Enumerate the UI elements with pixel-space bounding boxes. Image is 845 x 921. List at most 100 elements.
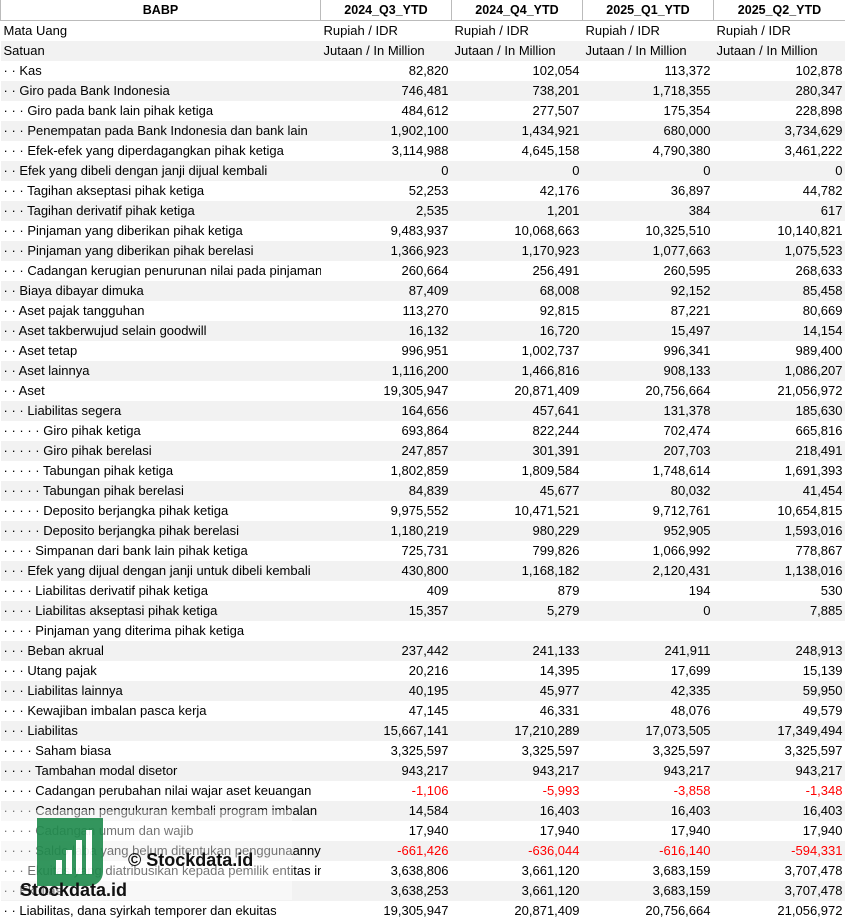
row-label: · · · Tagihan akseptasi pihak ketiga: [3, 183, 205, 198]
value-cell: 248,913: [713, 641, 845, 661]
value-cell: 19,305,947: [383, 903, 449, 918]
value-cell: 260,595: [663, 263, 711, 278]
table-row: · · Biaya dibayar dimuka 87,409 68,008 92,1…: [0, 281, 845, 301]
value-cell: 3,325,597: [652, 743, 711, 758]
value-cell: 3,638,806: [390, 863, 449, 878]
value-cell: 1,691,393: [784, 463, 843, 478]
value-cell: 247,857: [320, 441, 452, 461]
value-cell: 268,633: [795, 263, 843, 278]
value-cell: 617: [713, 201, 845, 221]
value-cell: 21,056,972: [777, 903, 843, 918]
value-cell: 9,712,761: [652, 503, 711, 518]
value-cell: Jutaan / In Million: [451, 41, 583, 61]
value-cell: 665,816: [795, 423, 843, 438]
row-label: · · · · Pinjaman yang diterima pihak ket…: [3, 623, 245, 638]
table-row: Mata Uang Rupiah / IDR Rupiah / IDR Rupiah …: [1, 21, 845, 42]
value-cell: 15,497: [582, 321, 714, 341]
value-cell: Rupiah / IDR: [454, 23, 529, 38]
value-cell: 241,911: [582, 641, 714, 661]
logo-bar: [76, 840, 82, 874]
value-cell: 5,279: [451, 601, 583, 621]
table-row: Satuan Jutaan / In Million Jutaan / In Mil…: [0, 41, 845, 61]
table-row: · · · · · Giro pihak ketiga 693,864 822,24…: [1, 421, 845, 441]
value-cell: 1,077,663: [582, 241, 714, 261]
value-cell: 778,867: [795, 543, 843, 558]
value-cell: 15,667,141: [320, 721, 452, 741]
value-cell: 702,474: [663, 423, 711, 438]
value-cell: 10,654,815: [777, 503, 843, 518]
value-cell: 47,145: [408, 703, 449, 718]
value-cell: 10,068,663: [514, 223, 580, 238]
value-cell: 16,403: [713, 801, 845, 821]
row-label: · · · Tagihan derivatif pihak ketiga: [0, 201, 321, 221]
value-cell: 996,341: [663, 343, 711, 358]
value-cell: 48,076: [670, 703, 711, 718]
value-cell: 952,905: [582, 521, 714, 541]
column-header: 2024_Q3_YTD: [320, 0, 452, 21]
value-cell: -5,993: [542, 783, 580, 798]
value-cell: 102,878: [795, 63, 843, 78]
value-cell: 14,154: [713, 321, 845, 341]
table-row: · · · Pinjaman yang diberikan pihak keti…: [1, 221, 845, 241]
value-cell: 4,790,380: [652, 143, 711, 158]
value-cell: 82,820: [408, 63, 449, 78]
value-cell: -1,106: [411, 783, 449, 798]
value-cell: 17,073,505: [582, 721, 714, 741]
row-label: · · Aset tetap: [3, 343, 78, 358]
row-label: · · · Liabilitas: [0, 721, 321, 741]
value-cell: 3,325,597: [521, 743, 580, 758]
table-row: · · · Beban akrual 237,442 241,133 241,911 2…: [0, 641, 845, 661]
value-cell: 228,898: [795, 103, 843, 118]
value-cell: 0: [582, 601, 714, 621]
value-cell: 3,661,120: [521, 863, 580, 878]
value-cell: Rupiah / IDR: [716, 23, 791, 38]
row-label: · · · · · Tabungan pihak berelasi: [0, 481, 321, 501]
value-cell: -636,044: [451, 841, 583, 861]
value-cell: 693,864: [401, 423, 449, 438]
value-cell: 68,008: [451, 281, 583, 301]
value-cell: 0: [713, 161, 845, 181]
value-cell: 20,871,409: [514, 383, 580, 398]
value-cell: 87,409: [320, 281, 452, 301]
table-row: · · · · Liabilitas akseptasi pihak ketig…: [0, 601, 845, 621]
column-header: 2024_Q4_YTD: [451, 0, 583, 21]
row-label: · · · Pinjaman yang diberikan pihak bere…: [0, 241, 321, 261]
value-cell: 943,217: [451, 761, 583, 781]
row-label: · · · Beban akrual: [0, 641, 321, 661]
table-row: · · · · Pinjaman yang diterima pihak ket…: [1, 621, 845, 641]
value-cell: 49,579: [802, 703, 843, 718]
value-cell: 9,975,552: [390, 503, 449, 518]
value-cell: 1,902,100: [320, 121, 452, 141]
value-cell: 3,461,222: [784, 143, 843, 158]
value-cell: -616,140: [582, 841, 714, 861]
value-cell: 301,391: [451, 441, 583, 461]
value-cell: 218,491: [713, 441, 845, 461]
table-row: · · · · Liabilitas derivatif pihak ketig…: [1, 581, 845, 601]
table-row: · · · Utang pajak 20,216 14,395 17,699 15,13…: [1, 661, 845, 681]
column-header: BABP: [0, 0, 321, 21]
value-cell: 42,335: [582, 681, 714, 701]
value-cell: 3,683,159: [652, 863, 711, 878]
row-label: · · · · · Giro pihak berelasi: [0, 441, 321, 461]
value-cell: 3,661,120: [451, 881, 583, 901]
value-cell: 131,378: [582, 401, 714, 421]
value-cell: 4,645,158: [521, 143, 580, 158]
table-row: · · Giro pada Bank Indonesia 746,481 738,2…: [0, 81, 845, 101]
value-cell: 725,731: [401, 543, 449, 558]
value-cell: [452, 621, 583, 641]
value-cell: 44,782: [802, 183, 843, 198]
value-cell: 2,120,431: [582, 561, 714, 581]
value-cell: 384: [582, 201, 714, 221]
value-cell: 1,168,182: [451, 561, 583, 581]
table-row: · · · · · Tabungan pihak berelasi 84,839 4…: [0, 481, 845, 501]
table-row: · · · Penempatan pada Bank Indonesia dan…: [0, 121, 845, 141]
row-label: · · · Pinjaman yang diberikan pihak keti…: [3, 223, 243, 238]
value-cell: 85,458: [713, 281, 845, 301]
row-label: Satuan: [0, 41, 321, 61]
table-row: · · · · Tambahan modal disetor 943,217 943…: [0, 761, 845, 781]
value-cell: 14,395: [539, 663, 580, 678]
value-cell: 16,403: [451, 801, 583, 821]
value-cell: 17,940: [539, 823, 580, 838]
value-cell: 1,434,921: [451, 121, 583, 141]
